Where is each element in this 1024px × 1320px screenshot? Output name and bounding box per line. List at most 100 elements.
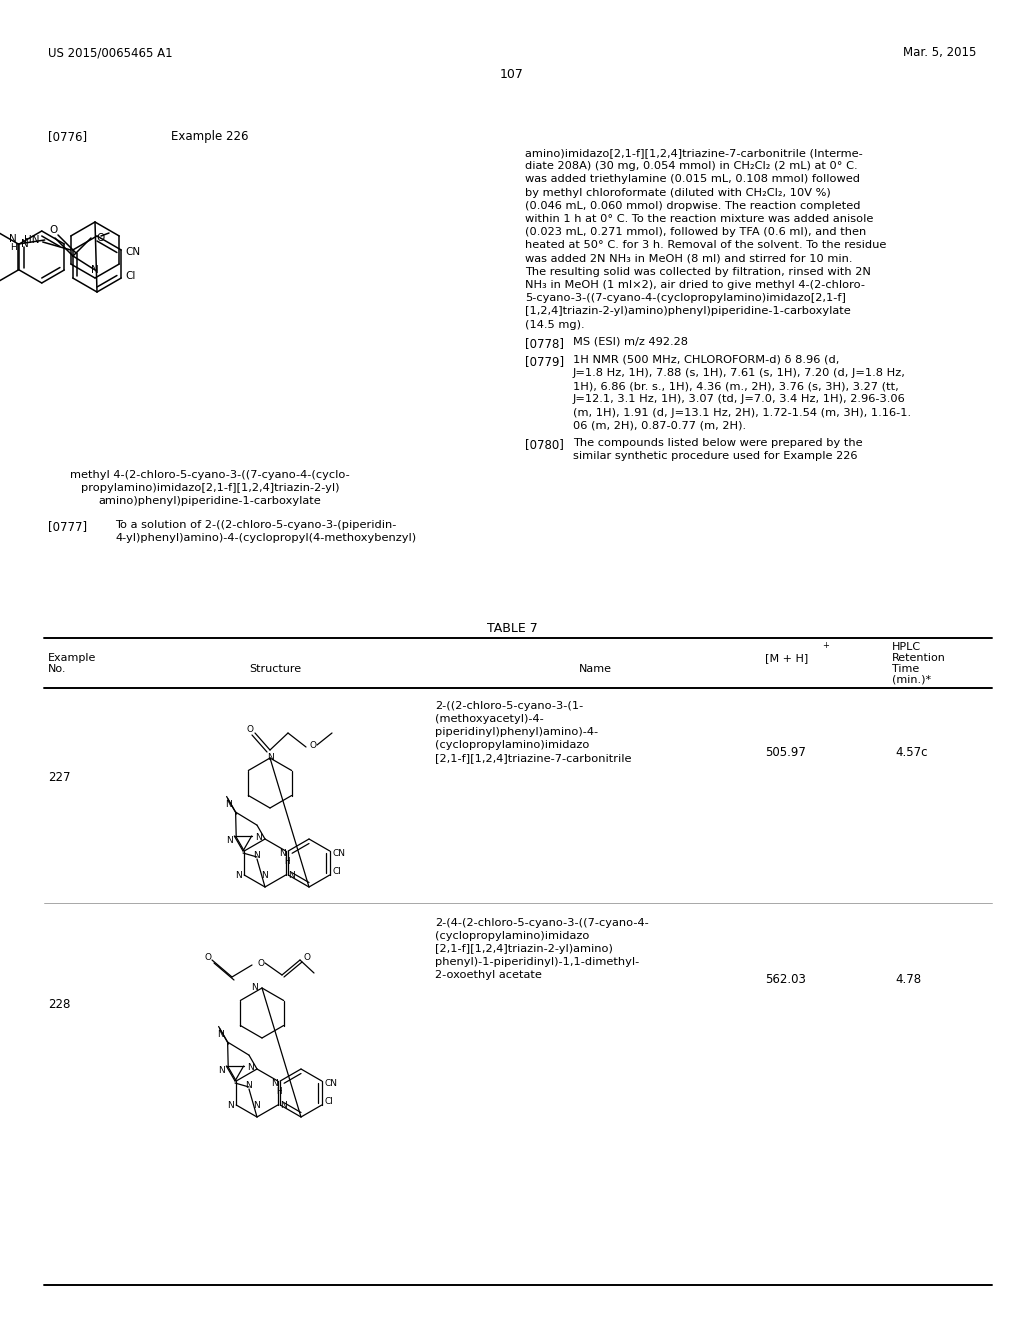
Text: N: N — [225, 800, 232, 809]
Text: H: H — [276, 1086, 283, 1096]
Text: O: O — [304, 953, 311, 961]
Text: [2,1-f][1,2,4]triazin-2-yl)amino): [2,1-f][1,2,4]triazin-2-yl)amino) — [435, 944, 613, 954]
Text: 2-(4-(2-chloro-5-cyano-3-((7-cyano-4-: 2-(4-(2-chloro-5-cyano-3-((7-cyano-4- — [435, 917, 649, 928]
Text: NH₃ in MeOH (1 ml×2), air dried to give methyl 4-(2-chloro-: NH₃ in MeOH (1 ml×2), air dried to give … — [525, 280, 865, 290]
Text: N: N — [226, 836, 233, 845]
Text: US 2015/0065465 A1: US 2015/0065465 A1 — [48, 46, 173, 59]
Text: To a solution of 2-((2-chloro-5-cyano-3-(piperidin-: To a solution of 2-((2-chloro-5-cyano-3-… — [115, 520, 396, 531]
Text: N: N — [288, 870, 295, 879]
Text: [2,1-f][1,2,4]triazine-7-carbonitrile: [2,1-f][1,2,4]triazine-7-carbonitrile — [435, 752, 632, 763]
Text: (methoxyacetyl)-4-: (methoxyacetyl)-4- — [435, 714, 544, 723]
Text: N: N — [236, 870, 243, 879]
Text: O: O — [247, 725, 254, 734]
Text: O: O — [96, 234, 104, 243]
Text: [M + H]: [M + H] — [765, 653, 808, 663]
Text: Structure: Structure — [249, 664, 301, 675]
Text: 562.03: 562.03 — [765, 973, 806, 986]
Text: by methyl chloroformate (diluted with CH₂Cl₂, 10V %): by methyl chloroformate (diluted with CH… — [525, 187, 830, 198]
Text: N: N — [9, 234, 17, 244]
Text: diate 208A) (30 mg, 0.054 mmol) in CH₂Cl₂ (2 mL) at 0° C.: diate 208A) (30 mg, 0.054 mmol) in CH₂Cl… — [525, 161, 858, 172]
Text: N: N — [253, 850, 260, 859]
Text: 1H), 6.86 (br. s., 1H), 4.36 (m., 2H), 3.76 (s, 3H), 3.27 (tt,: 1H), 6.86 (br. s., 1H), 4.36 (m., 2H), 3… — [573, 381, 899, 391]
Text: N: N — [267, 752, 274, 762]
Text: phenyl)-1-piperidinyl)-1,1-dimethyl-: phenyl)-1-piperidinyl)-1,1-dimethyl- — [435, 957, 639, 968]
Text: N: N — [271, 1078, 279, 1088]
Text: O: O — [257, 958, 264, 968]
Text: similar synthetic procedure used for Example 226: similar synthetic procedure used for Exa… — [573, 451, 857, 461]
Text: HPLC: HPLC — [892, 642, 922, 652]
Text: (min.)*: (min.)* — [892, 675, 931, 685]
Text: 1H NMR (500 MHz, CHLOROFORM-d) δ 8.96 (d,: 1H NMR (500 MHz, CHLOROFORM-d) δ 8.96 (d… — [573, 355, 840, 364]
Text: N: N — [255, 833, 262, 842]
Text: TABLE 7: TABLE 7 — [486, 622, 538, 635]
Text: +: + — [822, 642, 828, 649]
Text: N: N — [280, 849, 287, 858]
Text: [0780]: [0780] — [525, 438, 564, 451]
Text: No.: No. — [48, 664, 67, 675]
Text: O: O — [310, 741, 317, 750]
Text: [0776]: [0776] — [48, 129, 87, 143]
Text: propylamino)imidazo[2,1-f][1,2,4]triazin-2-yl): propylamino)imidazo[2,1-f][1,2,4]triazin… — [81, 483, 339, 492]
Text: 505.97: 505.97 — [765, 746, 806, 759]
Text: 4.78: 4.78 — [895, 973, 922, 986]
Text: (0.046 mL, 0.060 mmol) dropwise. The reaction completed: (0.046 mL, 0.060 mmol) dropwise. The rea… — [525, 201, 860, 211]
Text: Cl: Cl — [333, 867, 342, 876]
Text: O: O — [49, 224, 57, 235]
Text: was added triethylamine (0.015 mL, 0.108 mmol) followed: was added triethylamine (0.015 mL, 0.108… — [525, 174, 860, 185]
Text: MS (ESI) m/z 492.28: MS (ESI) m/z 492.28 — [573, 337, 688, 347]
Text: H: H — [285, 857, 290, 866]
Text: The compounds listed below were prepared by the: The compounds listed below were prepared… — [573, 438, 862, 447]
Text: O: O — [205, 953, 212, 961]
Text: N: N — [254, 1101, 260, 1110]
Text: N: N — [91, 265, 99, 275]
Text: N: N — [280, 1101, 287, 1110]
Text: N: N — [217, 1030, 224, 1039]
Text: (m, 1H), 1.91 (d, J=13.1 Hz, 2H), 1.72-1.54 (m, 3H), 1.16-1.: (m, 1H), 1.91 (d, J=13.1 Hz, 2H), 1.72-1… — [573, 408, 911, 417]
Text: (14.5 mg).: (14.5 mg). — [525, 319, 585, 330]
Text: N: N — [261, 871, 268, 880]
Text: CN: CN — [125, 247, 140, 257]
Text: within 1 h at 0° C. To the reaction mixture was added anisole: within 1 h at 0° C. To the reaction mixt… — [525, 214, 873, 224]
Text: was added 2N NH₃ in MeOH (8 ml) and stirred for 10 min.: was added 2N NH₃ in MeOH (8 ml) and stir… — [525, 253, 853, 264]
Text: 2-((2-chloro-5-cyano-3-(1-: 2-((2-chloro-5-cyano-3-(1- — [435, 701, 584, 711]
Text: 107: 107 — [500, 69, 524, 81]
Text: methyl 4-(2-chloro-5-cyano-3-((7-cyano-4-(cyclo-: methyl 4-(2-chloro-5-cyano-3-((7-cyano-4… — [70, 470, 350, 480]
Text: [0779]: [0779] — [525, 355, 564, 368]
Text: N: N — [22, 239, 29, 249]
Text: 2-oxoethyl acetate: 2-oxoethyl acetate — [435, 970, 542, 979]
Text: Time: Time — [892, 664, 920, 675]
Text: N: N — [251, 982, 257, 991]
Text: piperidinyl)phenyl)amino)-4-: piperidinyl)phenyl)amino)-4- — [435, 727, 598, 737]
Text: HN: HN — [25, 235, 40, 246]
Text: H: H — [10, 243, 17, 252]
Text: N: N — [247, 1063, 254, 1072]
Text: Cl: Cl — [125, 271, 135, 281]
Text: The resulting solid was collected by filtration, rinsed with 2N: The resulting solid was collected by fil… — [525, 267, 870, 277]
Text: [0777]: [0777] — [48, 520, 87, 533]
Text: Example: Example — [48, 653, 96, 663]
Text: Cl: Cl — [325, 1097, 334, 1106]
Text: 228: 228 — [48, 998, 71, 1011]
Text: Retention: Retention — [892, 653, 946, 663]
Text: 4-yl)phenyl)amino)-4-(cyclopropyl(4-methoxybenzyl): 4-yl)phenyl)amino)-4-(cyclopropyl(4-meth… — [115, 533, 416, 543]
Text: CN: CN — [333, 850, 346, 858]
Text: [0778]: [0778] — [525, 337, 564, 350]
Text: N: N — [246, 1081, 252, 1089]
Text: 06 (m, 2H), 0.87-0.77 (m, 2H).: 06 (m, 2H), 0.87-0.77 (m, 2H). — [573, 421, 746, 430]
Text: amino)phenyl)piperidine-1-carboxylate: amino)phenyl)piperidine-1-carboxylate — [98, 496, 322, 506]
Text: N: N — [227, 1101, 234, 1110]
Text: [1,2,4]triazin-2-yl)amino)phenyl)piperidine-1-carboxylate: [1,2,4]triazin-2-yl)amino)phenyl)piperid… — [525, 306, 851, 317]
Text: J=1.8 Hz, 1H), 7.88 (s, 1H), 7.61 (s, 1H), 7.20 (d, J=1.8 Hz,: J=1.8 Hz, 1H), 7.88 (s, 1H), 7.61 (s, 1H… — [573, 368, 906, 378]
Text: (cyclopropylamino)imidazo: (cyclopropylamino)imidazo — [435, 741, 590, 750]
Text: 4.57c: 4.57c — [895, 746, 928, 759]
Text: Name: Name — [579, 664, 611, 675]
Text: heated at 50° C. for 3 h. Removal of the solvent. To the residue: heated at 50° C. for 3 h. Removal of the… — [525, 240, 887, 251]
Text: (cyclopropylamino)imidazo: (cyclopropylamino)imidazo — [435, 931, 590, 941]
Text: Mar. 5, 2015: Mar. 5, 2015 — [902, 46, 976, 59]
Text: 5-cyano-3-((7-cyano-4-(cyclopropylamino)imidazo[2,1-f]: 5-cyano-3-((7-cyano-4-(cyclopropylamino)… — [525, 293, 846, 304]
Text: J=12.1, 3.1 Hz, 1H), 3.07 (td, J=7.0, 3.4 Hz, 1H), 2.96-3.06: J=12.1, 3.1 Hz, 1H), 3.07 (td, J=7.0, 3.… — [573, 395, 906, 404]
Text: CN: CN — [325, 1080, 338, 1089]
Text: N: N — [218, 1065, 225, 1074]
Text: amino)imidazo[2,1-f][1,2,4]triazine-7-carbonitrile (Interme-: amino)imidazo[2,1-f][1,2,4]triazine-7-ca… — [525, 148, 863, 158]
Text: 227: 227 — [48, 771, 71, 784]
